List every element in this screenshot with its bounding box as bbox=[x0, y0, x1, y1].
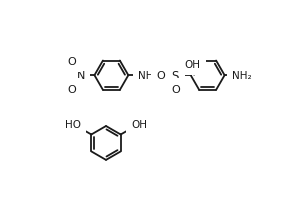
Text: O: O bbox=[156, 71, 165, 81]
Text: O: O bbox=[67, 85, 76, 95]
Text: N: N bbox=[76, 71, 85, 81]
Text: S: S bbox=[172, 69, 179, 82]
Text: OH: OH bbox=[131, 119, 147, 129]
Text: OH: OH bbox=[184, 60, 201, 70]
Text: O: O bbox=[67, 57, 76, 67]
Text: NH₂: NH₂ bbox=[138, 71, 158, 81]
Text: HO: HO bbox=[65, 119, 81, 129]
Text: O: O bbox=[171, 85, 180, 95]
Text: NH₂: NH₂ bbox=[232, 71, 252, 81]
